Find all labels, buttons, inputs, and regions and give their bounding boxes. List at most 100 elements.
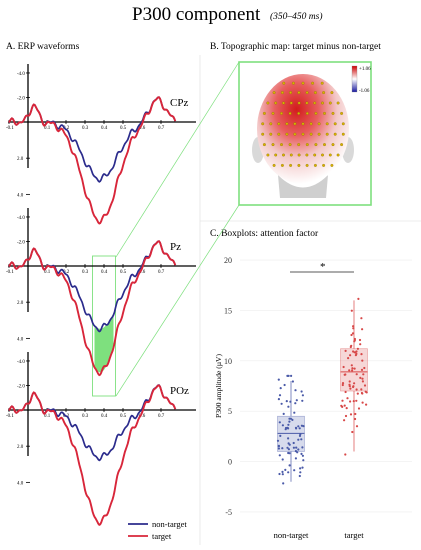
data-point [291, 380, 294, 383]
data-point [288, 452, 291, 455]
x-tick-label: 0.4 [101, 270, 108, 275]
data-point [350, 333, 353, 337]
electrode-dot [269, 132, 273, 136]
data-point [356, 392, 359, 395]
data-point [348, 369, 351, 372]
figure-title: P300 component [132, 4, 261, 25]
data-point [285, 400, 288, 403]
data-point [282, 412, 285, 415]
data-point [351, 367, 354, 370]
data-point [293, 411, 296, 414]
data-point [290, 374, 293, 377]
electrode-dot [293, 132, 297, 136]
electrode-dot [309, 132, 313, 136]
data-point [300, 390, 303, 393]
x-tick-label: 0.2 [63, 126, 70, 131]
electrode-dot [262, 111, 266, 115]
data-point [344, 453, 347, 456]
x-tick-label: 0.1 [44, 126, 51, 131]
x-tick-label: 0.3 [82, 270, 89, 275]
electrode-dot [271, 111, 275, 115]
data-point [351, 430, 354, 434]
electrode-dot [272, 163, 276, 167]
electrode-dot [336, 101, 340, 105]
x-tick-label: 0.7 [158, 414, 165, 419]
electrode-dot [321, 101, 324, 105]
y-tick-label: 15 [224, 306, 232, 315]
y-tick-label: -4.0 [17, 360, 25, 365]
x-tick-label: 0.7 [158, 270, 165, 275]
x-tick-label: 0.1 [44, 414, 51, 419]
significance-star: * [320, 261, 326, 273]
legend-label-target: target [152, 531, 172, 541]
data-point [281, 470, 284, 473]
data-point [278, 472, 281, 476]
data-point [294, 402, 297, 405]
data-point [297, 438, 300, 441]
window-fill [94, 312, 114, 373]
electrode-dot [280, 91, 284, 95]
y-tick-label: -2.0 [17, 96, 25, 101]
electrode-dot [333, 132, 337, 136]
data-point [349, 387, 352, 390]
data-point [299, 471, 302, 474]
electrode-dot [328, 153, 332, 157]
data-point [355, 425, 359, 428]
data-point [352, 385, 355, 389]
y-tick-label: -4.0 [17, 216, 25, 221]
data-point [358, 338, 362, 342]
electrode-dot [313, 101, 317, 105]
x-tick-label: 0.5 [120, 414, 127, 419]
electrode-dot [280, 143, 283, 147]
data-point [302, 459, 305, 462]
x-tick-label: -0.1 [6, 126, 14, 131]
data-point [297, 425, 300, 428]
electrode-dot [280, 163, 284, 167]
boxplot-plot-area [238, 247, 413, 525]
electrode-dot [314, 143, 318, 147]
data-point [287, 423, 290, 426]
data-point [349, 345, 352, 349]
electrode-dot [289, 153, 293, 157]
data-point [302, 425, 305, 428]
data-point [360, 353, 363, 356]
data-point [279, 434, 282, 437]
data-point [281, 458, 284, 461]
data-point [359, 343, 362, 346]
data-point [294, 457, 297, 460]
electrode-label: CPz [170, 97, 188, 109]
data-point [359, 376, 362, 379]
y-tick-label: 2.0 [17, 445, 24, 450]
electrode-dot [333, 122, 337, 126]
electrode-dot [301, 81, 305, 85]
y-tick-label: 20 [224, 256, 232, 265]
y-tick-label: -2.0 [17, 240, 25, 245]
data-point [283, 383, 286, 387]
electrode-dot [297, 153, 301, 157]
electrode-dot [289, 163, 293, 167]
data-point [341, 399, 344, 402]
waveform-target [8, 96, 177, 225]
erp-waveforms: -0.1 0.1 0.2 0.3 0.4 0.5 0.6 0.7 -4.0 -2.0 2.0 4.0 C… [6, 64, 196, 526]
electrode-dot [280, 111, 283, 115]
data-point [300, 438, 303, 441]
electrode-dot [305, 153, 309, 157]
x-tick-label: 0.1 [44, 270, 51, 275]
data-point [287, 405, 290, 408]
data-point [344, 390, 347, 394]
data-point [351, 332, 355, 335]
zoom-connector-top [115, 61, 240, 258]
y-tick-label: -2.0 [17, 384, 25, 389]
data-point [287, 437, 290, 440]
data-point [344, 414, 348, 418]
y-tick-label: 2.0 [17, 157, 24, 162]
data-point [281, 447, 284, 450]
data-point [350, 364, 353, 367]
data-point [277, 445, 280, 448]
electrode-dot [305, 143, 309, 147]
x-tick-label: -0.1 [6, 414, 14, 419]
electrode-dot [305, 101, 309, 105]
electrode-dot [282, 101, 285, 105]
electrode-dot [331, 143, 335, 147]
